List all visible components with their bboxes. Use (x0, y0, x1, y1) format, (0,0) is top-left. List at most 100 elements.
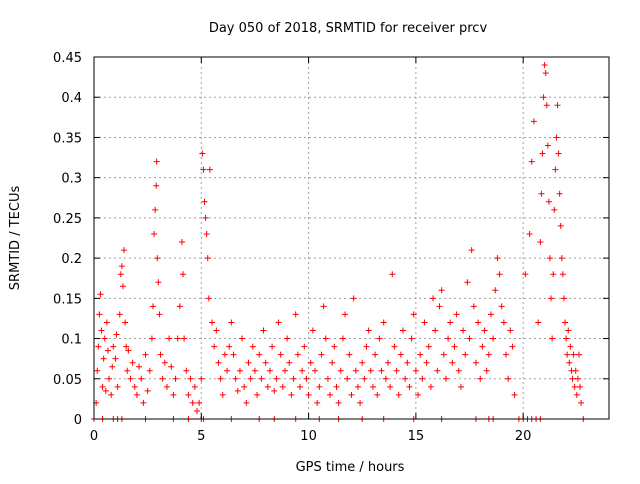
data-point (475, 319, 482, 326)
y-tick-label: 0.45 (53, 51, 82, 66)
data-point (337, 367, 344, 374)
data-point (221, 351, 228, 358)
data-point (468, 247, 475, 254)
data-point (404, 359, 411, 366)
data-point (494, 255, 501, 262)
data-point (142, 351, 149, 358)
data-point (144, 387, 151, 394)
data-point (269, 343, 276, 350)
data-point (374, 391, 381, 398)
data-point (354, 383, 361, 390)
data-point (329, 359, 336, 366)
data-point (133, 391, 140, 398)
data-point (509, 343, 516, 350)
data-point (324, 375, 331, 382)
data-point (273, 375, 280, 382)
y-tick-label: 0.1 (61, 333, 82, 348)
data-point (297, 383, 303, 390)
data-point (464, 279, 471, 286)
data-point (112, 355, 119, 362)
data-point (191, 383, 198, 390)
data-point (286, 359, 293, 366)
data-point (109, 363, 116, 370)
data-point (438, 287, 445, 294)
data-point (305, 391, 312, 398)
data-point (314, 399, 321, 406)
data-point (258, 375, 265, 382)
data-point (232, 375, 239, 382)
data-point (526, 230, 533, 237)
data-point (528, 158, 535, 165)
data-point (342, 311, 349, 318)
data-point (363, 343, 370, 350)
data-point (434, 367, 441, 374)
data-point (129, 359, 136, 366)
data-point (549, 335, 556, 342)
data-point (387, 383, 394, 390)
data-point (563, 335, 570, 342)
data-point (150, 303, 157, 310)
data-point (116, 311, 123, 318)
data-point (389, 271, 396, 278)
data-point (281, 367, 288, 374)
data-point (152, 206, 159, 213)
data-point (453, 311, 460, 318)
data-point (113, 331, 120, 338)
data-point (570, 351, 577, 358)
data-point (571, 383, 578, 390)
data-point (423, 359, 430, 366)
data-point (487, 311, 494, 318)
data-point (284, 335, 291, 342)
data-point (211, 343, 218, 350)
data-point (483, 367, 490, 374)
data-point (557, 222, 564, 229)
data-point (421, 319, 428, 326)
data-point (161, 359, 168, 366)
data-point (189, 399, 196, 406)
data-point (124, 367, 131, 374)
data-point (548, 295, 555, 302)
data-point (562, 319, 569, 326)
y-tick-label: 0.25 (53, 212, 82, 227)
data-point (262, 359, 269, 366)
data-point (537, 239, 544, 246)
data-point (121, 247, 128, 254)
data-point (511, 391, 518, 398)
data-point (457, 383, 464, 390)
data-point (472, 359, 479, 366)
data-point (462, 351, 469, 358)
data-point (294, 351, 301, 358)
data-point (260, 327, 267, 334)
data-point (176, 303, 183, 310)
data-point (376, 335, 383, 342)
data-point (151, 230, 158, 237)
data-point (213, 327, 220, 334)
data-point (108, 391, 115, 398)
data-point (485, 351, 492, 358)
data-point (542, 70, 549, 77)
data-point (408, 335, 415, 342)
data-point (470, 303, 477, 310)
data-point (564, 351, 571, 358)
data-point (410, 311, 417, 318)
data-point (466, 335, 473, 342)
data-point (178, 239, 185, 246)
x-tick-label: 20 (515, 429, 532, 444)
data-point (312, 367, 319, 374)
data-point (153, 158, 160, 165)
data-point (566, 359, 573, 366)
data-point (114, 383, 121, 390)
data-point (551, 206, 558, 213)
data-point (247, 375, 254, 382)
data-point (159, 375, 166, 382)
data-point (357, 399, 364, 406)
data-point (507, 327, 514, 334)
data-point (166, 335, 173, 342)
data-point (419, 375, 426, 382)
data-point (316, 383, 323, 390)
data-point (117, 271, 124, 278)
data-point (131, 383, 138, 390)
data-point (447, 319, 454, 326)
data-point (320, 303, 327, 310)
y-tick-label: 0.15 (53, 292, 82, 307)
